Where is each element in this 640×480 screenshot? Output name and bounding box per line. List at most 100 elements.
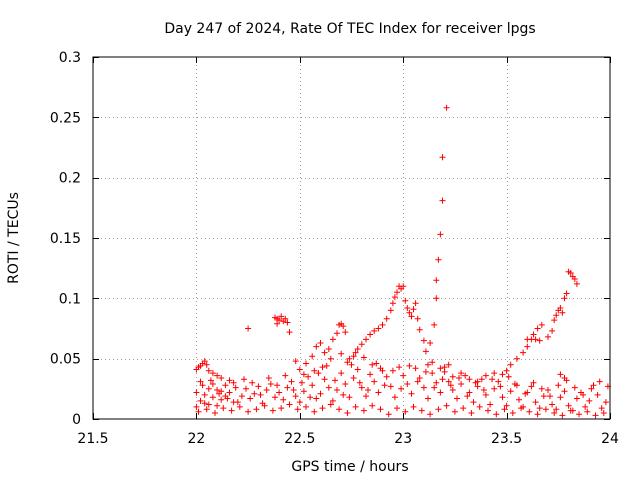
data-point-plus-marker — [493, 411, 500, 418]
data-point-plus-marker — [530, 379, 537, 386]
data-point-plus-marker — [201, 400, 208, 407]
data-point-plus-marker — [257, 391, 264, 398]
data-point-plus-marker — [491, 370, 498, 377]
data-point-plus-marker — [528, 383, 535, 390]
data-point-plus-marker — [553, 406, 560, 413]
data-point-plus-marker — [385, 411, 392, 418]
data-point-plus-marker — [425, 395, 431, 402]
data-point-plus-marker — [398, 385, 405, 392]
x-tick-label: 23.5 — [491, 431, 522, 447]
data-point-plus-marker — [584, 408, 591, 415]
data-point-plus-marker — [207, 377, 214, 384]
data-point-plus-marker — [363, 336, 369, 343]
data-point-plus-marker — [214, 372, 221, 379]
data-point-plus-marker — [542, 406, 549, 413]
data-point-plus-marker — [389, 300, 396, 307]
data-point-plus-marker — [437, 365, 444, 372]
data-point-plus-marker — [439, 197, 446, 204]
data-point-plus-marker — [404, 381, 411, 387]
data-point-plus-marker — [433, 295, 440, 302]
data-point-plus-marker — [313, 343, 320, 350]
data-point-plus-marker — [346, 355, 353, 362]
data-point-plus-marker — [303, 360, 309, 367]
data-point-plus-marker — [267, 381, 274, 387]
x-tick-label: 21.5 — [77, 431, 108, 447]
data-point-plus-marker — [530, 331, 537, 338]
data-point-plus-marker — [418, 407, 425, 414]
data-point-plus-marker — [516, 396, 522, 403]
data-point-plus-marker — [375, 389, 382, 396]
data-point-plus-marker — [327, 401, 334, 408]
data-point-plus-marker — [594, 391, 601, 398]
data-point-plus-marker — [288, 378, 295, 385]
data-point-plus-marker — [269, 407, 276, 414]
data-point-plus-marker — [338, 350, 345, 357]
data-point-plus-marker — [536, 405, 543, 412]
data-point-plus-marker — [276, 317, 283, 324]
data-point-plus-marker — [422, 368, 429, 375]
data-point-plus-marker — [431, 384, 438, 391]
data-point-plus-marker — [441, 368, 448, 375]
data-point-plus-marker — [230, 399, 237, 406]
data-point-plus-marker — [218, 375, 225, 381]
data-point-plus-marker — [358, 341, 365, 348]
data-point-plus-marker — [371, 327, 378, 334]
data-point-plus-marker — [480, 387, 487, 393]
data-point-plus-marker — [375, 325, 382, 332]
data-point-plus-marker — [201, 358, 208, 365]
data-point-plus-marker — [220, 405, 227, 412]
data-point-plus-marker — [573, 395, 580, 402]
data-point-plus-marker — [360, 354, 367, 361]
data-point-plus-marker — [557, 394, 564, 401]
x-tick-label: 22.5 — [284, 431, 315, 447]
data-point-plus-marker — [298, 379, 305, 386]
data-point-plus-marker — [243, 385, 249, 392]
data-point-plus-marker — [429, 370, 436, 377]
data-point-plus-marker — [352, 349, 359, 356]
data-point-plus-marker — [396, 364, 403, 371]
data-point-plus-marker — [193, 389, 200, 396]
data-point-plus-marker — [532, 399, 539, 406]
data-point-plus-marker — [429, 359, 436, 366]
data-point-plus-marker — [280, 396, 287, 403]
data-point-plus-marker — [596, 378, 603, 385]
data-point-plus-marker — [319, 405, 326, 412]
data-point-plus-marker — [195, 408, 202, 415]
data-point-plus-marker — [408, 390, 415, 397]
data-point-plus-marker — [394, 289, 400, 296]
data-point-plus-marker — [377, 406, 384, 413]
data-point-plus-marker — [377, 365, 384, 372]
data-point-plus-marker — [499, 394, 506, 401]
data-point-plus-marker — [391, 394, 398, 401]
data-point-plus-marker — [278, 313, 285, 320]
data-point-plus-marker — [567, 407, 574, 414]
data-point-plus-marker — [319, 364, 326, 371]
data-point-plus-marker — [532, 336, 539, 343]
y-tick-label: 0.25 — [50, 110, 81, 126]
data-point-plus-marker — [592, 412, 599, 419]
y-tick-label: 0.05 — [50, 352, 81, 368]
data-point-plus-marker — [214, 387, 221, 393]
data-point-plus-marker — [420, 384, 427, 391]
data-point-plus-marker — [522, 390, 529, 397]
chart-title: Day 247 of 2024, Rate Of TEC Index for r… — [164, 21, 535, 37]
data-point-plus-marker — [358, 384, 365, 391]
data-point-plus-marker — [524, 343, 531, 350]
data-point-plus-marker — [344, 359, 351, 366]
data-point-plus-marker — [261, 402, 268, 409]
data-point-plus-marker — [545, 387, 551, 393]
data-point-plus-marker — [437, 231, 444, 238]
data-point-plus-marker — [348, 361, 355, 368]
data-point-plus-marker — [561, 295, 568, 302]
data-point-plus-marker — [222, 382, 229, 389]
data-point-plus-marker — [282, 315, 289, 322]
data-point-plus-marker — [412, 365, 419, 372]
data-point-plus-marker — [571, 276, 578, 282]
data-point-plus-marker — [478, 376, 485, 383]
data-point-plus-marker — [346, 394, 353, 401]
data-point-plus-marker — [565, 402, 572, 409]
data-point-plus-marker — [400, 283, 407, 290]
data-point-plus-marker — [350, 353, 357, 360]
data-point-plus-marker — [545, 333, 551, 340]
data-point-plus-marker — [303, 403, 309, 410]
